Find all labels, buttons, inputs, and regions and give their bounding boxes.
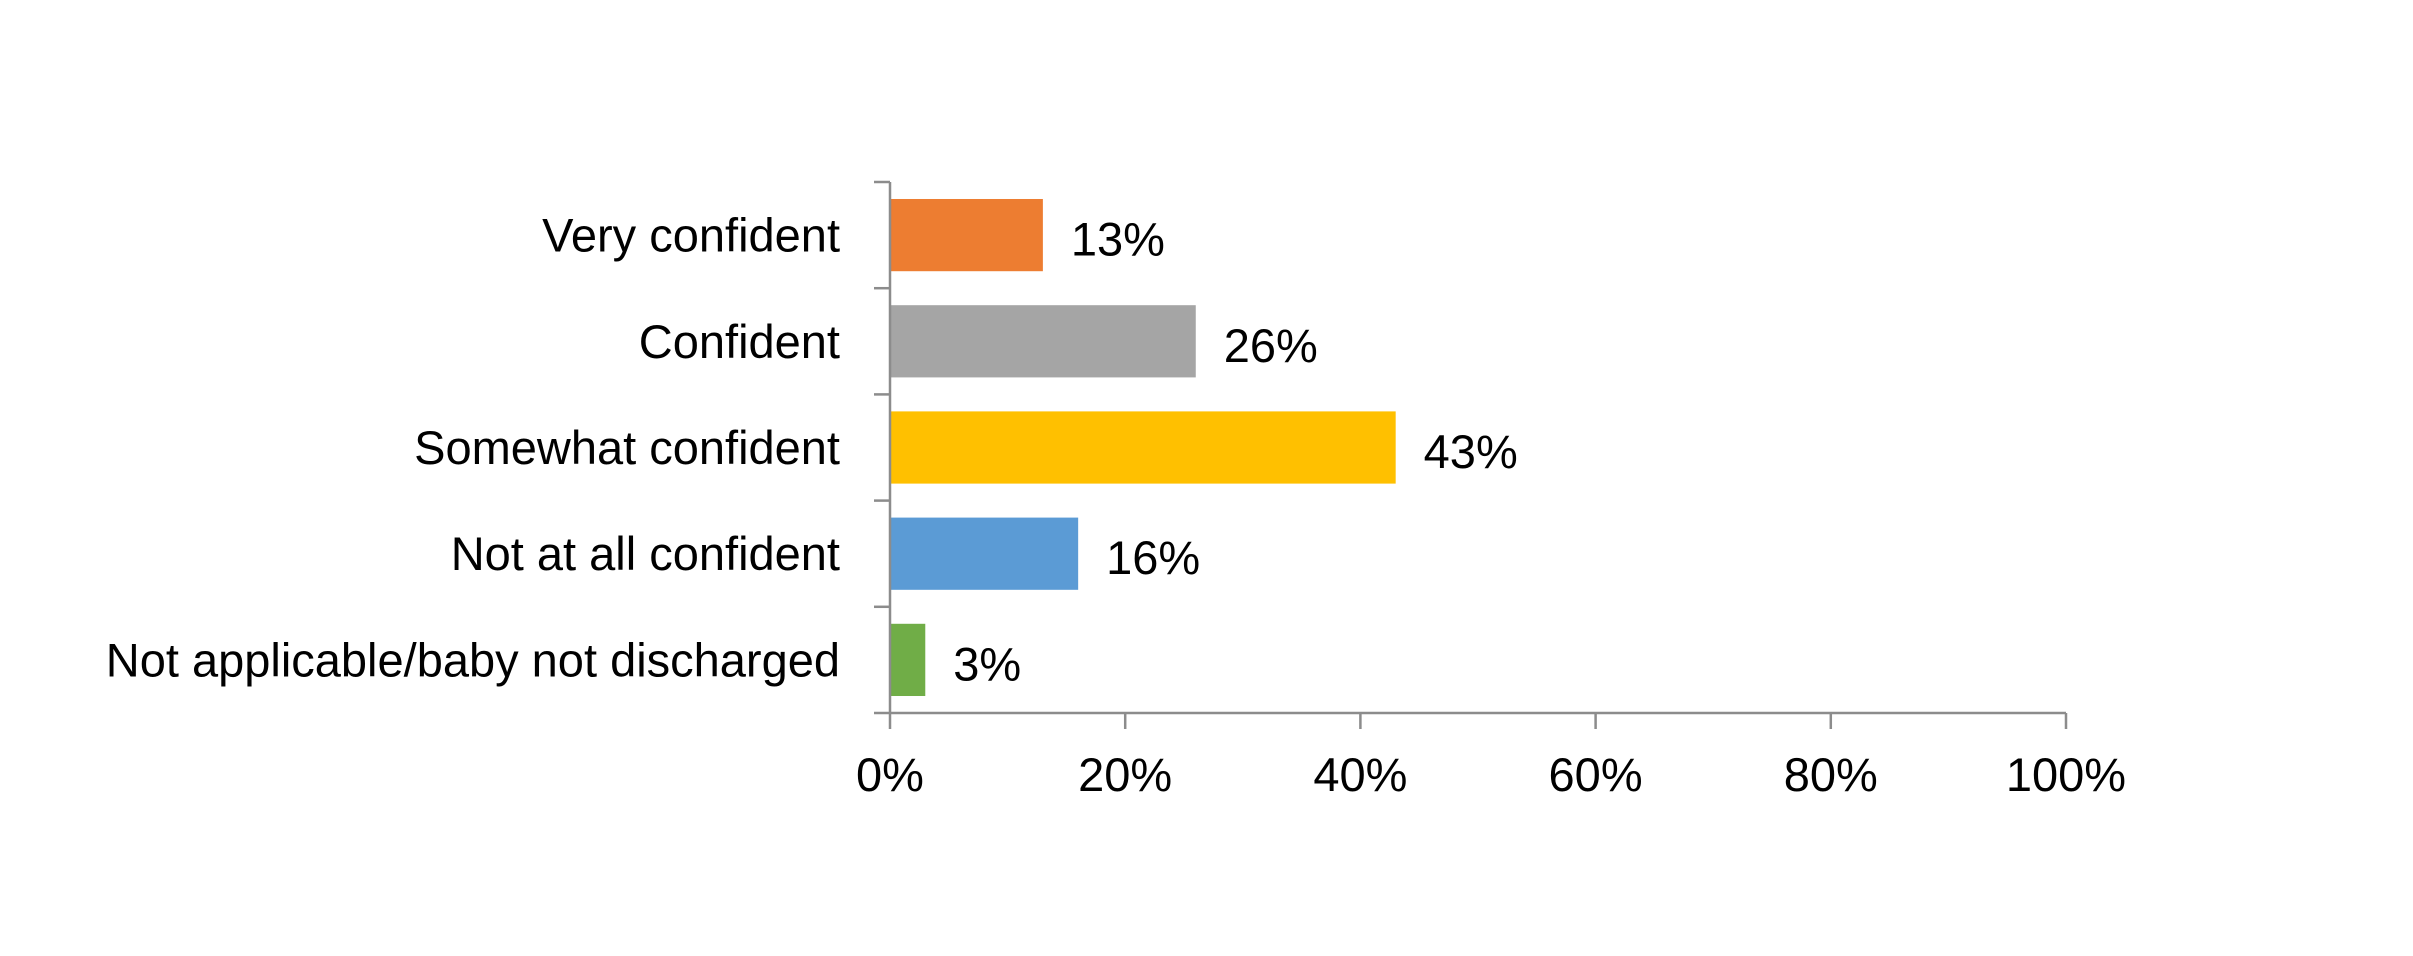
data-label: 3%: [953, 637, 1021, 690]
x-tick-label: 80%: [1784, 748, 1878, 801]
category-label: Very confident: [542, 209, 840, 262]
bar-4: [890, 517, 1079, 590]
x-tick-label: 40%: [1313, 748, 1407, 801]
category-label: Confident: [639, 315, 840, 368]
data-label: 43%: [1424, 425, 1518, 478]
x-tick-label: 0%: [856, 748, 924, 801]
bars-group: [890, 198, 1396, 697]
category-label: Somewhat confident: [414, 421, 840, 474]
x-ticks: 0% 20% 40% 60% 80% 100%: [856, 713, 2126, 801]
data-label: 16%: [1106, 531, 1200, 584]
x-tick-label: 60%: [1549, 748, 1643, 801]
data-label: 13%: [1071, 213, 1165, 266]
axes: [874, 180, 2066, 715]
bar-5: [890, 623, 926, 697]
category-label: Not at all confident: [451, 527, 840, 580]
category-labels: Very confident Confident Somewhat confiden…: [106, 209, 840, 687]
x-tick-label: 100%: [2006, 748, 2126, 801]
bar-3: [890, 411, 1396, 484]
data-label: 26%: [1224, 319, 1318, 372]
category-label: Not applicable/baby not discharged: [106, 633, 840, 686]
bar-2: [890, 305, 1196, 378]
data-labels: 13% 26% 43% 16% 3%: [953, 213, 1517, 691]
bar-1: [890, 198, 1043, 272]
x-tick-label: 20%: [1078, 748, 1172, 801]
